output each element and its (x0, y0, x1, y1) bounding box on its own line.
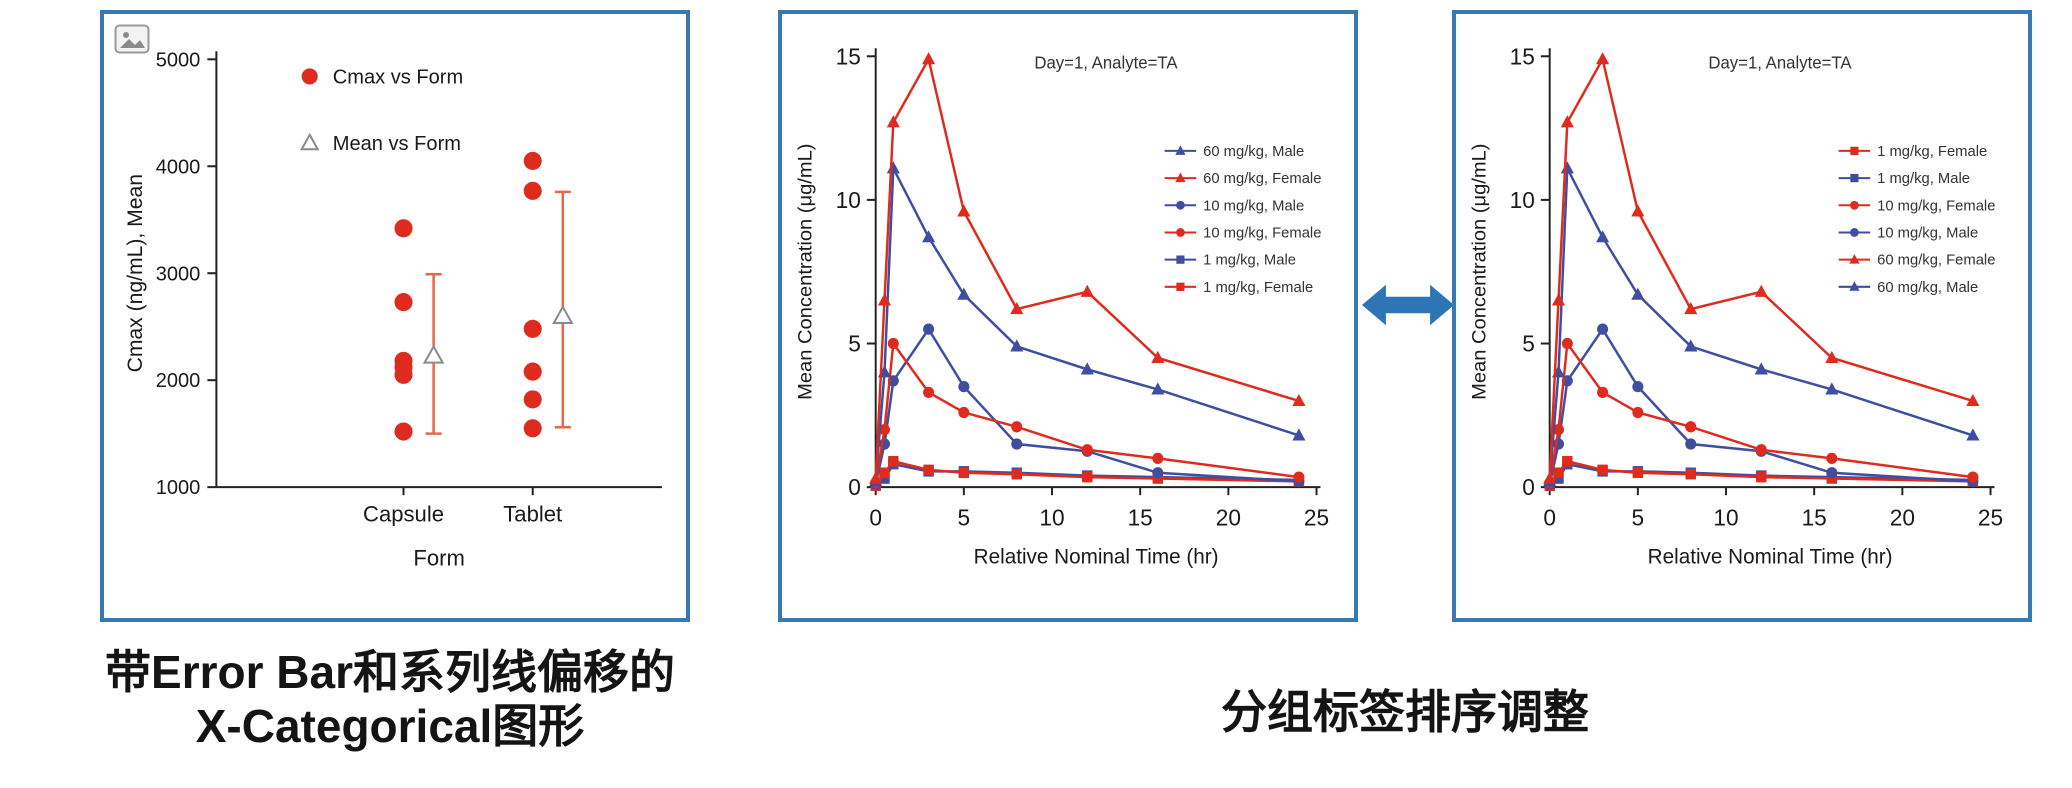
svg-text:10 mg/kg, Female: 10 mg/kg, Female (1203, 224, 1321, 241)
svg-text:15: 15 (1802, 504, 1827, 530)
svg-text:60 mg/kg, Female: 60 mg/kg, Female (1203, 170, 1321, 187)
series-1-mg-kg-female (1544, 455, 1979, 491)
scatter-legend: Cmax vs Form Mean vs Form (299, 66, 463, 155)
scatter-axis-labels: 1000 2000 3000 4000 5000 Capsule Tablet Form Cma… (124, 49, 562, 570)
svg-text:1 mg/kg, Male: 1 mg/kg, Male (1877, 170, 1970, 187)
svg-text:Relative Nominal Time (hr): Relative Nominal Time (hr) (1648, 545, 1893, 568)
line-chart-panel-before: 0 5 10 15 20 25 0 5 10 15 Day=1, Analyte=TA Relativ… (778, 10, 1358, 622)
svg-text:5000: 5000 (156, 49, 201, 71)
svg-text:20: 20 (1890, 504, 1915, 530)
line-axes (866, 48, 1321, 496)
svg-text:Cmax vs Form: Cmax vs Form (333, 66, 463, 88)
svg-text:0: 0 (1522, 474, 1535, 500)
image-placeholder-icon (114, 24, 150, 54)
svg-text:5: 5 (848, 330, 861, 356)
series-60-mg-kg-female (869, 52, 1306, 484)
svg-text:10: 10 (836, 187, 861, 213)
caption-right: 分组标签排序调整 (1221, 686, 1589, 738)
line-axes (1540, 48, 1995, 496)
svg-text:60 mg/kg, Male: 60 mg/kg, Male (1877, 279, 1978, 296)
svg-text:Form: Form (413, 546, 465, 571)
series-10-mg-kg-male (1544, 323, 1979, 490)
svg-text:0: 0 (1543, 504, 1556, 530)
svg-text:Mean vs Form: Mean vs Form (333, 133, 461, 155)
series-1-mg-kg-female (870, 455, 1305, 491)
svg-text:Tablet: Tablet (503, 501, 562, 526)
svg-text:15: 15 (1128, 504, 1153, 530)
svg-text:10: 10 (1713, 504, 1738, 530)
svg-text:10: 10 (1039, 504, 1064, 530)
series-10-mg-kg-female (870, 337, 1305, 489)
svg-text:1 mg/kg, Female: 1 mg/kg, Female (1203, 279, 1313, 296)
line-axis-labels: 0 5 10 15 20 25 0 5 10 15 Day=1, Analyte=TA Relativ… (795, 43, 1329, 569)
scatter-panel: 1000 2000 3000 4000 5000 Capsule Tablet Form Cma… (100, 10, 690, 622)
svg-text:15: 15 (1510, 43, 1535, 69)
svg-text:Mean Concentration (μg/mL): Mean Concentration (μg/mL) (1469, 144, 1491, 400)
svg-text:Cmax (ng/mL), Mean: Cmax (ng/mL), Mean (124, 174, 147, 372)
svg-text:10 mg/kg, Male: 10 mg/kg, Male (1203, 197, 1304, 214)
caption-left-line2: X-Categorical图形 (195, 700, 585, 753)
svg-text:5: 5 (958, 504, 971, 530)
svg-text:20: 20 (1216, 504, 1241, 530)
svg-text:10: 10 (1510, 187, 1535, 213)
line-legend: 1 mg/kg, Female 1 mg/kg, Male 10 mg/kg, Fe… (1838, 143, 1995, 296)
line-chart-before: 0 5 10 15 20 25 0 5 10 15 Day=1, Analyte=TA Relativ… (795, 43, 1329, 569)
chart-title: Day=1, Analyte=TA (1708, 53, 1852, 72)
svg-text:5: 5 (1522, 330, 1535, 356)
svg-text:4000: 4000 (156, 156, 201, 178)
double-arrow-icon (1362, 276, 1454, 334)
scatter-points (394, 151, 542, 441)
svg-text:0: 0 (848, 474, 861, 500)
svg-text:5: 5 (1632, 504, 1645, 530)
scatter-axes (207, 51, 662, 496)
svg-text:Capsule: Capsule (363, 501, 444, 526)
svg-text:Relative Nominal Time (hr): Relative Nominal Time (hr) (974, 545, 1219, 568)
caption-left-line1: 带Error Bar和系列线偏移的 (105, 646, 675, 698)
scatter-chart: 1000 2000 3000 4000 5000 Capsule Tablet Form Cma… (124, 49, 662, 571)
svg-text:60 mg/kg, Female: 60 mg/kg, Female (1877, 252, 1995, 269)
line-axis-labels: 0 5 10 15 20 25 0 5 10 15 Day=1, Analyte=TA Relativ… (1469, 43, 2003, 569)
series-10-mg-kg-male (870, 323, 1305, 490)
svg-text:0: 0 (869, 504, 882, 530)
line-legend: 60 mg/kg, Male 60 mg/kg, Female 10 mg/kg, … (1164, 143, 1321, 296)
svg-text:15: 15 (836, 43, 861, 69)
svg-text:10 mg/kg, Male: 10 mg/kg, Male (1877, 224, 1978, 241)
chart-title: Day=1, Analyte=TA (1034, 53, 1178, 72)
svg-text:Mean Concentration (μg/mL): Mean Concentration (μg/mL) (795, 144, 817, 400)
double-arrow-shape (1362, 284, 1454, 326)
svg-text:25: 25 (1304, 504, 1329, 530)
svg-text:3000: 3000 (156, 263, 201, 285)
svg-text:1 mg/kg, Male: 1 mg/kg, Male (1203, 252, 1296, 269)
svg-text:1000: 1000 (156, 477, 201, 499)
scatter-means-errorbars (422, 190, 574, 435)
series-60-mg-kg-female (1543, 52, 1980, 484)
line-chart-panel-after: 0 5 10 15 20 25 0 5 10 15 Day=1, Analyte=TA Relativ… (1452, 10, 2032, 622)
svg-text:25: 25 (1978, 504, 2003, 530)
caption-left: 带Error Bar和系列线偏移的 X-Categorical图形 (30, 645, 750, 754)
line-chart-after: 0 5 10 15 20 25 0 5 10 15 Day=1, Analyte=TA Relativ… (1469, 43, 2003, 569)
svg-text:60 mg/kg, Male: 60 mg/kg, Male (1203, 143, 1304, 160)
series-10-mg-kg-female (1544, 337, 1979, 489)
svg-text:2000: 2000 (156, 370, 201, 392)
svg-text:10 mg/kg, Female: 10 mg/kg, Female (1877, 197, 1995, 214)
svg-text:1 mg/kg, Female: 1 mg/kg, Female (1877, 143, 1987, 160)
